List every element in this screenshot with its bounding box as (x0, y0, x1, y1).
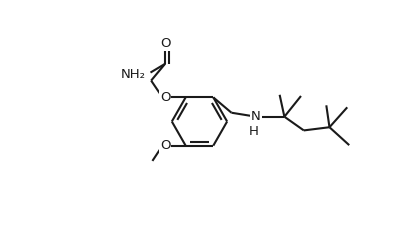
Text: N: N (251, 110, 261, 123)
Text: O: O (160, 37, 170, 50)
Text: N: N (251, 110, 261, 123)
Text: O: O (160, 139, 170, 152)
Text: H: H (249, 125, 259, 138)
Text: H: H (249, 125, 259, 138)
Text: NH₂: NH₂ (120, 68, 145, 81)
Text: O: O (160, 91, 170, 104)
Text: O: O (160, 91, 170, 104)
Text: NH₂: NH₂ (120, 68, 145, 81)
Text: O: O (160, 37, 170, 50)
Text: O: O (160, 139, 170, 152)
